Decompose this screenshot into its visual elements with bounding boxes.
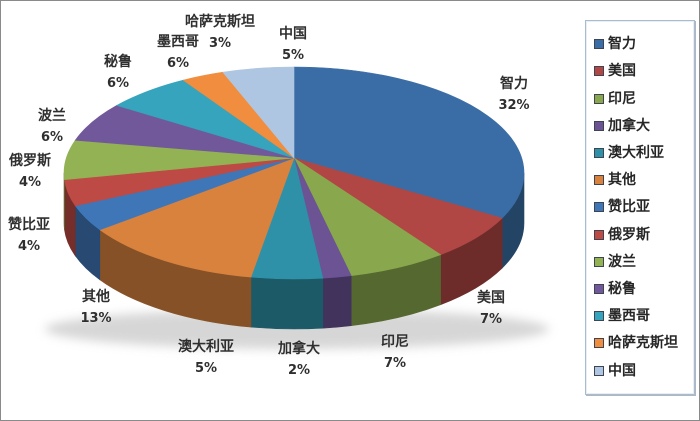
pie-slice-side-3	[322, 275, 352, 329]
pie-label-name: 俄罗斯	[9, 153, 51, 169]
legend-item-5: 其他	[594, 173, 692, 187]
legend-item-8: 波兰	[594, 255, 692, 269]
pie-label-percent: 6%	[166, 56, 190, 71]
pie-label-name: 美国	[477, 290, 505, 306]
pie-label-percent: 13%	[80, 311, 112, 326]
pie-label-name: 秘鲁	[104, 54, 132, 70]
legend-item-12: 中国	[594, 364, 692, 378]
pie-label-percent: 6%	[106, 76, 130, 91]
pie-label-8: 波兰 6%	[38, 106, 66, 148]
legend-swatch	[594, 202, 604, 213]
legend-item-6: 赞比亚	[594, 200, 692, 214]
legend-label: 智力	[608, 36, 636, 53]
chart-legend: 智力美国印尼加拿大澳大利亚其他赞比亚俄罗斯波兰秘鲁墨西哥哈萨克斯坦中国	[585, 20, 695, 395]
legend-item-0: 智力	[594, 37, 692, 51]
pie-label-10: 墨西哥 6%	[157, 32, 199, 74]
pie-label-percent: 7%	[479, 312, 503, 327]
pie-label-name: 赞比亚	[8, 217, 50, 233]
legend-swatch	[594, 365, 604, 376]
pie-slice-5	[99, 157, 295, 278]
pie-label-percent: 4%	[18, 175, 42, 190]
legend-swatch	[594, 256, 604, 267]
pie-label-9: 秘鲁 6%	[104, 52, 132, 94]
pie-label-0: 智力 32%	[498, 74, 529, 116]
legend-swatch	[594, 311, 604, 322]
pie-label-2: 印尼 7%	[381, 332, 409, 374]
legend-label: 加拿大	[608, 117, 650, 134]
legend-swatch	[594, 39, 604, 50]
pie-label-percent: 32%	[498, 98, 530, 113]
legend-swatch	[594, 284, 604, 295]
pie-label-name: 中国	[279, 26, 307, 42]
pie-label-name: 印尼	[381, 334, 409, 350]
pie-label-name: 澳大利亚	[178, 339, 234, 355]
pie-label-name: 其他	[82, 289, 110, 305]
legend-item-7: 俄罗斯	[594, 228, 692, 242]
pie-slice-1	[293, 157, 503, 256]
legend-swatch	[594, 66, 604, 77]
legend-swatch	[594, 338, 604, 349]
pie-label-5: 其他 13%	[80, 287, 111, 329]
pie-slice-2	[293, 157, 442, 276]
legend-label: 其他	[608, 172, 636, 189]
pie-label-name: 哈萨克斯坦	[185, 14, 255, 30]
legend-item-3: 加拿大	[594, 119, 692, 133]
pie-label-12: 中国 5%	[279, 24, 307, 66]
pie-label-percent: 4%	[17, 239, 41, 254]
pie-slice-side-4	[250, 276, 324, 330]
pie-label-7: 俄罗斯 4%	[9, 151, 51, 193]
legend-swatch	[594, 120, 604, 131]
pie-label-name: 智力	[500, 76, 528, 92]
pie-slice-0	[293, 66, 525, 219]
pie-label-name: 波兰	[38, 108, 66, 124]
legend-item-9: 秘鲁	[594, 282, 692, 296]
legend-item-4: 澳大利亚	[594, 146, 692, 160]
pie-label-percent: 5%	[194, 361, 218, 376]
legend-swatch	[594, 229, 604, 240]
legend-label: 哈萨克斯坦	[608, 335, 678, 352]
legend-label: 澳大利亚	[608, 145, 664, 162]
legend-item-1: 美国	[594, 64, 692, 78]
legend-swatch	[594, 148, 604, 159]
legend-label: 赞比亚	[608, 199, 650, 216]
pie-side-walls	[63, 172, 525, 330]
pie-label-name: 加拿大	[278, 341, 320, 357]
legend-label: 美国	[608, 63, 636, 80]
pie-label-name: 墨西哥	[157, 34, 199, 50]
pie-label-percent: 3%	[208, 36, 232, 51]
pie-label-percent: 7%	[383, 356, 407, 371]
pie-label-1: 美国 7%	[477, 288, 505, 330]
pie-label-percent: 2%	[287, 363, 311, 378]
pie-label-11: 哈萨克斯坦 3%	[185, 12, 255, 54]
pie-label-percent: 5%	[281, 48, 305, 63]
legend-label: 俄罗斯	[608, 226, 650, 243]
legend-label: 波兰	[608, 253, 636, 270]
legend-label: 墨西哥	[608, 308, 650, 325]
legend-swatch	[594, 93, 604, 104]
pie-slices	[63, 66, 525, 280]
pie-label-percent: 6%	[40, 130, 64, 145]
pie-label-3: 加拿大 2%	[278, 339, 320, 381]
pie-slice-12	[222, 66, 295, 159]
legend-label: 秘鲁	[608, 281, 636, 298]
pie-label-6: 赞比亚 4%	[8, 215, 50, 257]
legend-item-11: 哈萨克斯坦	[594, 336, 692, 350]
legend-label: 中国	[608, 362, 636, 379]
legend-item-2: 印尼	[594, 92, 692, 106]
legend-label: 印尼	[608, 90, 636, 107]
legend-swatch	[594, 175, 604, 186]
legend-item-10: 墨西哥	[594, 309, 692, 323]
pie-label-4: 澳大利亚 5%	[178, 337, 234, 379]
